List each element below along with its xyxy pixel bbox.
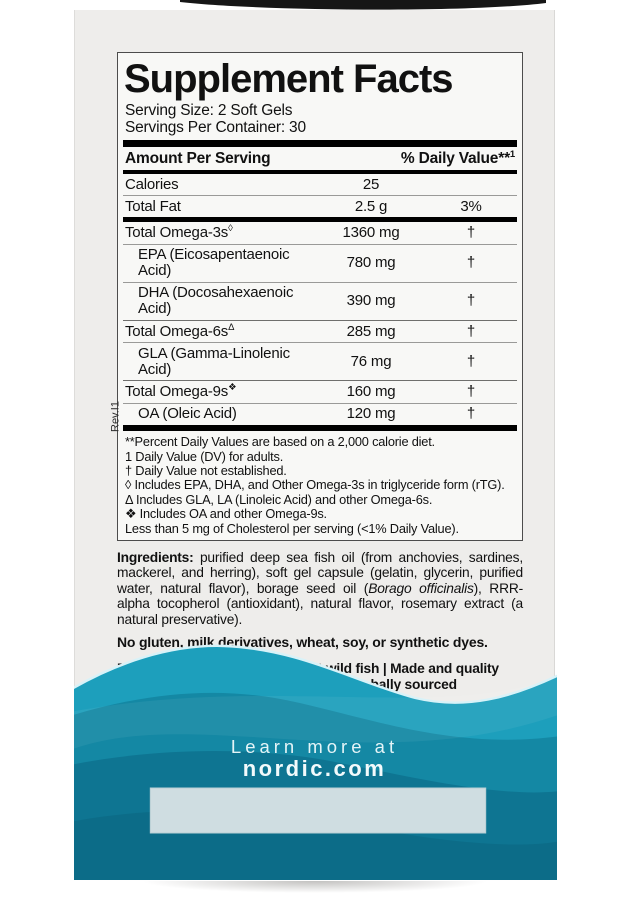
nutrient-amount: 780 mg [346,254,396,272]
row-divider [123,281,517,283]
nutrient-name: Total Omega-3s◊ [125,222,233,241]
box-lid-edge [180,0,546,10]
table-row: Total Omega-6sΔ 285 mg † [123,321,517,342]
ingredients-paragraph: Ingredients: purified deep sea fish oil … [117,550,523,627]
supplement-facts-panel: Supplement Facts Serving Size: 2 Soft Ge… [117,52,523,542]
nutrient-amount: 76 mg [350,352,392,370]
table-row: GLA (Gamma-Linolenic Acid) 76 mg † [123,343,517,380]
nutrient-amount: 390 mg [346,292,396,310]
nutrient-name: Total Fat [125,197,181,215]
thick-divider [123,140,517,147]
nutrient-amount: 285 mg [346,322,396,340]
table-row: OA (Oleic Acid) 120 mg † [123,404,517,425]
daily-value-header: % Daily Value**1 [400,148,515,167]
footnote-line: Less than 5 mg of Cholesterol per servin… [125,520,459,536]
table-row: DHA (Docosahexaenoic Acid) 390 mg † [123,283,517,320]
nutrient-name: DHA (Docosahexaenoic Acid) [138,284,294,318]
nutrient-amount: 25 [362,175,380,193]
box-shadow [85,881,545,897]
ingredients-label: Ingredients: [117,550,194,566]
row-divider [123,402,517,404]
calories-row: Calories 25 [123,174,517,195]
thick-divider [123,217,517,223]
nutrient-dv: † [466,292,476,310]
row-divider [123,243,517,245]
footnote-line: ❖ Includes OA and other Omega-9s. [125,506,327,522]
nutrient-amount: 120 mg [346,405,396,423]
wave-gloss [74,677,557,749]
revision-code: Rev.I1 [109,401,122,432]
wave-edge-highlight [74,644,557,704]
footnote-symbol: ❖ [228,381,237,393]
nutrient-name: EPA (Eicosapentaenoic Acid) [138,246,290,280]
footnote-line: Δ Includes GLA, LA (Linoleic Acid) and o… [125,491,433,507]
nutrient-dv: 3% [460,197,482,215]
box-front-face: Supplement Facts Serving Size: 2 Soft Ge… [74,10,557,880]
row-divider [123,195,517,197]
wave-graphic [74,644,557,880]
nutrient-name: Total Omega-9s❖ [125,381,237,400]
learn-more-line: Learn more at [230,736,399,757]
nordic-url: nordic.com [242,756,387,781]
thick-divider [123,424,517,432]
table-row: EPA (Eicosapentaenoic Acid) 780 mg † [123,245,517,282]
nutrient-name: Total Omega-6sΔ [125,321,235,340]
footnote-symbol: Δ [228,321,235,333]
daily-value-footnote-marker: 1 [509,148,515,160]
table-row: Total Omega-3s◊ 1360 mg † [123,222,517,243]
total-fat-row: Total Fat 2.5 g 3% [123,196,517,217]
nutrient-name: GLA (Gamma-Linolenic Acid) [138,344,290,378]
divider [123,170,517,174]
footnote-line: † Daily Value not established. [125,463,287,478]
serving-size: Serving Size: 2 Soft Gels [125,102,293,119]
barcode-window [149,787,487,834]
group-divider [123,319,517,321]
nutrient-dv: † [466,382,476,400]
nutrient-amount: 160 mg [346,382,396,400]
row-divider [123,342,517,344]
table-header-row: Amount Per Serving % Daily Value**1 [123,147,517,170]
footnote-line: ◊ Includes EPA, DHA, and Other Omega-3s … [125,477,505,493]
nutrient-dv: † [466,352,476,370]
latin-name: Borago officinalis [368,580,474,596]
nutrient-amount: 2.5 g [354,197,388,215]
servings-per-container: Servings Per Container: 30 [125,119,306,136]
nutrient-name: Calories [125,175,179,193]
footnote-line: 1 Daily Value (DV) for adults. [125,448,284,464]
nutrient-dv: † [466,254,476,272]
footnotes-block: **Percent Daily Values are based on a 2,… [123,434,517,536]
group-divider [123,380,517,382]
nutrient-name: OA (Oleic Acid) [138,405,237,423]
nutrient-dv: † [466,405,476,423]
footnote-line: **Percent Daily Values are based on a 2,… [125,434,435,450]
amount-per-serving-header: Amount Per Serving [125,149,271,167]
footnote-symbol: ◊ [228,222,233,234]
nutrient-amount: 1360 mg [342,223,400,241]
nutrient-dv: † [466,223,476,241]
learn-more-text: Learn more at nordic.com [75,736,554,781]
panel-title: Supplement Facts [124,57,454,101]
table-row: Total Omega-9s❖ 160 mg † [123,381,517,402]
nutrient-dv: † [466,322,476,340]
